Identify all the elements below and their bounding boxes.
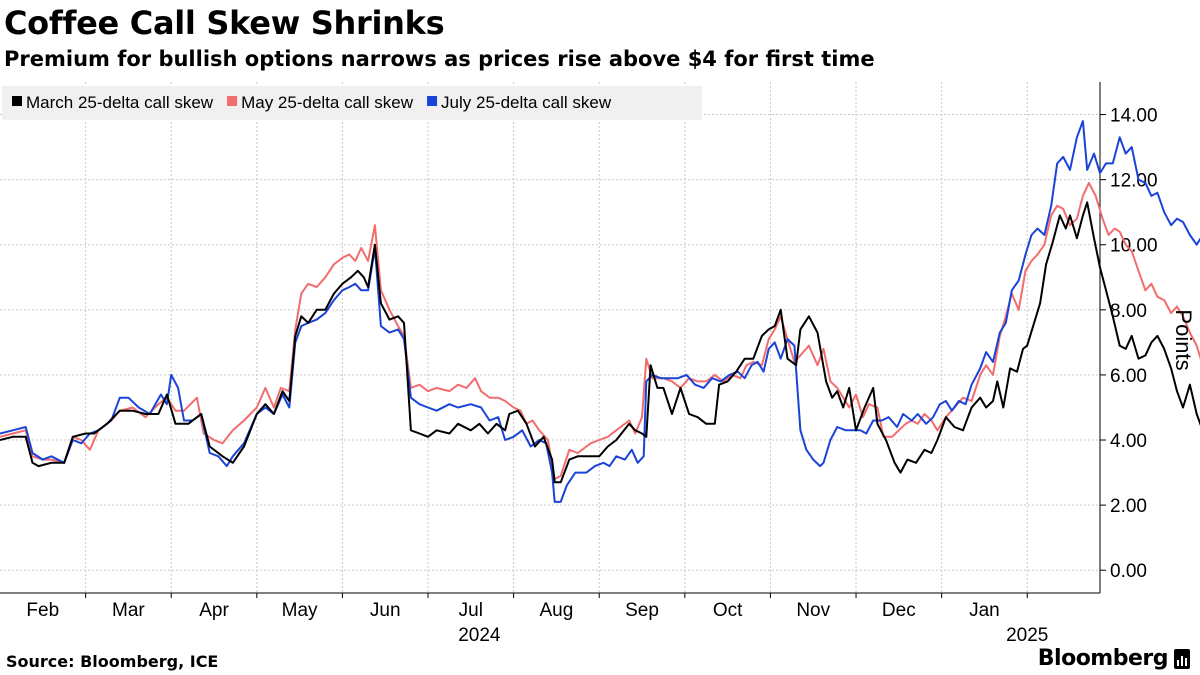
x-tick-label: Jan [969,600,1000,621]
y-tick-label: 8.00 [1110,301,1147,322]
legend-label: March 25-delta call skew [26,93,214,112]
legend: March 25-delta call skew May 25-delta cal… [2,86,702,120]
x-tick-label: Nov [796,600,830,621]
x-tick-label: Apr [199,600,229,621]
legend-label: July 25-delta call skew [441,93,612,112]
x-tick-label: Dec [882,600,916,621]
series-line-may [0,181,1200,481]
legend-swatch [427,96,438,106]
source-note: Source: Bloomberg, ICE [6,652,219,671]
legend-swatch [12,96,22,106]
x-tick-label: Oct [713,600,743,621]
x-tick-label: Jun [370,600,401,621]
y-tick-label: 0.00 [1110,561,1147,582]
y-tick-label: 6.00 [1110,366,1147,387]
x-axis: Feb Mar Apr May Jun Jul Aug Sep Oct Nov Dec Jan 2024… [0,592,1100,646]
x-tick-label: Mar [112,600,145,621]
brand-logo: Bloomberg [1038,646,1190,671]
y-axis: 0.00 2.00 4.00 6.00 8.00 10.00 12.00 14.00 [1099,82,1158,593]
x-tick-label: Aug [540,600,574,621]
y-tick-label: 2.00 [1110,496,1147,517]
x-year-label: 2025 [1006,625,1048,646]
series-line-july [0,120,1200,503]
y-tick-label: 12.00 [1110,171,1158,192]
x-year-label: 2024 [458,625,501,646]
series-line-march [0,201,1200,484]
legend-swatch [227,96,238,106]
y-tick-label: 14.00 [1110,106,1158,127]
chart-title: Coffee Call Skew Shrinks [4,4,445,42]
y-tick-label: 10.00 [1110,236,1158,257]
terminal-icon [1174,648,1190,669]
legend-background [2,86,702,120]
x-tick-label: Jul [459,600,483,621]
x-tick-label: May [282,600,318,621]
legend-label: May 25-delta call skew [241,93,414,112]
x-tick-label: Sep [625,600,659,621]
brand-name: Bloomberg [1037,646,1169,671]
series-lines [0,120,1200,503]
x-tick-label: Feb [26,600,59,621]
gridlines [0,82,1100,593]
y-tick-label: 4.00 [1110,431,1147,452]
y-axis-label: Points [1171,309,1196,370]
chart-subtitle: Premium for bullish options narrows as p… [4,47,875,71]
